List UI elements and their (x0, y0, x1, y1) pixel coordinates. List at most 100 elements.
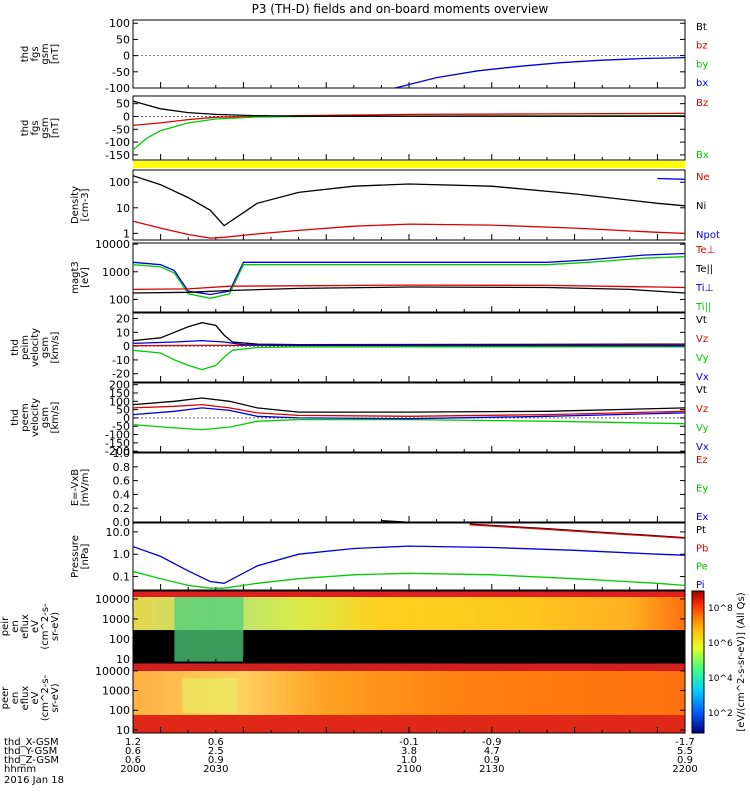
y-axis-label: gsm (40, 337, 51, 358)
y-tick-label: 100 (109, 293, 130, 306)
y-tick-label: 10 (116, 202, 130, 215)
panel-11: 10000 1000 100 10 thdpeerenefluxeV(cm^2-s-sr… (0, 662, 686, 737)
x-axis-value: 1.2 (125, 737, 141, 748)
y-tick-label: -150 (105, 437, 130, 450)
y-axis-label: [nPa] (80, 543, 91, 569)
y-tick-label: 0.1 (113, 571, 131, 584)
y-tick-label: 10000 (95, 665, 130, 678)
x-axis-row-label: thd_X-GSM (4, 737, 59, 748)
panel-frame (132, 312, 686, 383)
y-axis-label: [nT] (50, 44, 61, 64)
y-axis-label: gsm (40, 43, 51, 64)
panel-frame (132, 452, 686, 523)
legend-entry: Vt (696, 385, 707, 396)
y-tick-label: 10 (116, 653, 130, 666)
y-tick-label: 1000 (102, 613, 130, 626)
legend-entry: Pt (696, 525, 706, 536)
y-axis-label: gsm (40, 117, 51, 138)
y-axis-label: [nT] (50, 118, 61, 138)
panel-10: 10000 1000 100 10 thdpeirenefluxeV(cm^2-s-sr… (0, 590, 686, 666)
series-bx (395, 56, 685, 88)
x-axis-value: 2200 (672, 764, 697, 775)
y-axis-label: velocity (30, 328, 41, 367)
y-tick-label: -100 (105, 82, 130, 95)
colorbar-tick: 10^2 (708, 709, 733, 719)
y-axis-label: velocity (30, 398, 41, 437)
colorbar-label: [eV/(cm^2-s-sr-eV)] (All Qs) (736, 592, 747, 731)
y-tick-label: 0.6 (113, 475, 131, 488)
legend-entry: Vx (696, 372, 709, 383)
legend-entry: Ti⊥ (695, 283, 713, 294)
legend-entry: Bz (696, 98, 708, 109)
y-axis-label: [km/s] (50, 331, 61, 363)
legend-entry: Ez (696, 455, 708, 466)
series-Vx (133, 407, 685, 420)
y-tick-label: 0 (123, 412, 130, 425)
y-axis-label: en (10, 692, 21, 705)
electron-spectrogram-peak (182, 678, 238, 713)
panel-3 (133, 161, 685, 168)
legend-entry: Npot (696, 230, 720, 241)
y-axis-label: (cm^2-s- (40, 674, 51, 721)
y-axis-label: thd (10, 409, 21, 426)
y-axis-label: peem (20, 403, 31, 431)
y-axis-label: peim (20, 335, 31, 360)
legend-entry: Ey (696, 484, 708, 495)
y-tick-label: 100 (109, 176, 130, 189)
y-tick-label: 10 (116, 326, 130, 339)
y-tick-label: 50 (116, 33, 130, 46)
y-tick-label: 1.0 (113, 447, 131, 460)
y-tick-label: 200 (109, 379, 130, 392)
y-tick-label: 1000 (102, 266, 130, 279)
legend-entry: Vy (696, 353, 709, 364)
legend-entry: Vt (696, 315, 707, 326)
legend-entry: Bt (696, 22, 707, 33)
y-axis-label: eflux (20, 686, 31, 711)
x-axis-value: 1.0 (401, 755, 417, 766)
y-axis-label: E=-VxB (70, 469, 81, 506)
series-Ne (133, 220, 685, 239)
x-axis-value: 2130 (479, 764, 504, 775)
x-axis-value: 2100 (396, 764, 421, 775)
electron-spectrogram-top (133, 663, 685, 671)
x-axis-row-label: thd_Z-GSM (4, 755, 59, 766)
y-axis-label: peer (0, 686, 11, 710)
y-tick-label: 100 (109, 395, 130, 408)
legend-entry: Vz (696, 334, 708, 345)
y-axis-label: Density (70, 186, 81, 224)
legend-entry: Ti|| (695, 302, 711, 313)
y-tick-label: 100 (109, 633, 130, 646)
series-line (381, 519, 417, 522)
y-axis-label: eV (30, 620, 41, 633)
y-axis-label: sr-eV) (50, 683, 61, 712)
colorbar-scale (691, 590, 705, 734)
y-tick-label: 100 (109, 704, 130, 717)
y-axis-label: [mV/m] (80, 469, 91, 507)
x-axis-value: 5.5 (677, 746, 693, 757)
x-axis-value: 2000 (120, 764, 145, 775)
legend-entry: Ne (696, 172, 710, 183)
y-axis-label: sr-eV) (50, 612, 61, 641)
figure-title: P3 (TH-D) fields and on-board moments ov… (252, 2, 549, 16)
panel-8: 1.00.80.60.40.20.0 E=-VxB [mV/m] Ez Ey Ex (70, 447, 708, 529)
y-tick-label: 10.0 (106, 526, 131, 539)
x-axis-value: 2.5 (208, 746, 224, 757)
y-tick-label: 0 (123, 50, 130, 63)
y-tick-label: 0.2 (113, 502, 131, 515)
y-tick-label: 10000 (95, 238, 130, 251)
x-axis-value: 0.9 (677, 755, 693, 766)
legend-entry: by (696, 59, 708, 70)
series-Pb (469, 524, 685, 539)
colorbar-tick: 10^6 (708, 639, 733, 649)
y-axis-label: fgs (30, 46, 41, 61)
y-tick-label: -100 (105, 136, 130, 149)
y-axis-label: en (10, 620, 21, 633)
panel-frame (132, 19, 686, 89)
colorbar: 10^8 10^6 10^4 10^2 [eV/(cm^2-s-sr-eV)] (All… (691, 590, 747, 734)
series-Ni (133, 175, 685, 227)
